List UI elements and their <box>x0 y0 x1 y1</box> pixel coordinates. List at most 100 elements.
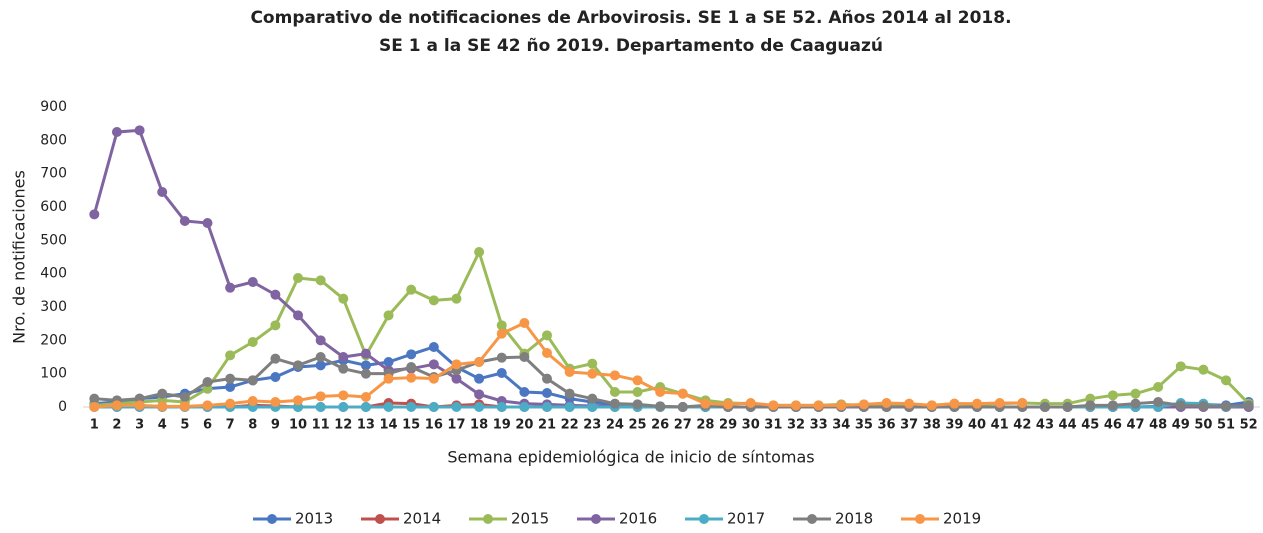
legend-label: 2016 <box>619 510 657 528</box>
y-tick-label: 300 <box>40 299 67 315</box>
chart-title: SE 1 a la SE 42 ño 2019. Departamento de… <box>379 36 883 56</box>
data-point <box>1175 361 1186 372</box>
data-point <box>587 368 598 379</box>
x-tick-label: 32 <box>787 418 805 433</box>
x-tick-label: 40 <box>968 418 986 433</box>
data-point <box>428 373 439 384</box>
data-point <box>609 398 620 409</box>
data-point <box>179 392 190 402</box>
data-point <box>768 400 779 411</box>
data-point <box>111 400 122 411</box>
x-tick-label: 23 <box>583 418 601 433</box>
data-point <box>496 320 507 331</box>
y-tick-label: 400 <box>40 266 67 282</box>
x-tick-label: 47 <box>1126 418 1144 433</box>
data-point <box>1107 400 1118 411</box>
data-point <box>360 348 371 359</box>
data-point <box>89 393 100 404</box>
data-point <box>474 247 485 257</box>
x-tick-label: 24 <box>606 418 624 433</box>
x-tick-label: 52 <box>1240 418 1258 433</box>
data-point <box>813 400 824 411</box>
x-tick-label: 3 <box>135 418 144 433</box>
data-point <box>451 373 462 384</box>
data-point <box>972 398 983 409</box>
data-point <box>542 348 553 358</box>
data-point <box>247 396 258 406</box>
data-point <box>904 398 915 409</box>
data-point <box>790 400 801 411</box>
data-point <box>428 359 439 370</box>
x-tick-label: 43 <box>1036 418 1054 433</box>
x-tick-label: 7 <box>226 418 235 433</box>
data-point <box>655 401 666 412</box>
data-point <box>1017 398 1028 408</box>
data-point <box>542 373 553 384</box>
x-tick-label: 29 <box>719 418 737 433</box>
x-tick-label: 28 <box>696 418 714 433</box>
data-point <box>225 398 236 409</box>
data-point <box>338 363 349 374</box>
y-tick-label: 600 <box>40 199 67 215</box>
data-point <box>202 377 213 387</box>
data-point <box>496 402 507 412</box>
data-point <box>1153 397 1164 407</box>
x-tick-label: 50 <box>1194 418 1212 433</box>
data-point <box>496 368 507 378</box>
legend-label: 2019 <box>943 510 981 528</box>
legend-label: 2018 <box>835 510 873 528</box>
y-axis-label: Nro. de notificaciones <box>10 170 29 344</box>
data-point <box>247 337 258 347</box>
data-point <box>406 372 417 383</box>
data-point <box>451 359 462 370</box>
data-point <box>836 400 847 411</box>
data-point <box>1130 398 1141 409</box>
data-point <box>677 402 688 412</box>
x-tick-label: 49 <box>1172 418 1190 433</box>
x-tick-label: 2 <box>112 418 121 433</box>
x-tick-label: 26 <box>651 418 669 433</box>
x-tick-label: 19 <box>493 418 511 433</box>
data-point <box>293 395 304 406</box>
y-tick-label: 500 <box>40 232 67 248</box>
x-tick-label: 20 <box>515 418 533 433</box>
data-point <box>315 352 326 362</box>
x-tick-label: 51 <box>1217 418 1235 433</box>
data-point <box>202 218 213 228</box>
data-point <box>1221 401 1232 412</box>
data-point <box>1130 388 1141 399</box>
data-point <box>677 388 688 399</box>
data-point <box>858 399 869 410</box>
legend-marker <box>699 514 709 524</box>
data-point <box>315 391 326 402</box>
data-point <box>360 360 371 371</box>
x-tick-label: 13 <box>357 418 375 433</box>
data-point <box>157 388 168 399</box>
data-point <box>270 289 281 300</box>
data-point <box>270 353 281 364</box>
data-point <box>338 293 349 304</box>
data-point <box>542 330 553 341</box>
data-point <box>1153 382 1164 392</box>
data-point <box>134 400 145 411</box>
data-point <box>519 402 530 412</box>
data-point <box>270 320 281 331</box>
data-point <box>315 402 326 412</box>
data-point <box>564 367 575 377</box>
data-point <box>1085 400 1096 411</box>
y-tick-label: 100 <box>40 366 67 382</box>
data-point <box>338 352 349 362</box>
x-tick-label: 8 <box>248 418 257 433</box>
data-point <box>474 373 485 384</box>
data-point <box>587 358 598 369</box>
data-point <box>474 389 485 400</box>
data-point <box>428 402 439 412</box>
data-point <box>542 388 553 398</box>
x-tick-label: 25 <box>629 418 647 433</box>
data-point <box>89 402 100 412</box>
x-tick-label: 45 <box>1081 418 1099 433</box>
data-point <box>474 402 485 412</box>
data-point <box>1198 364 1209 375</box>
data-point <box>587 402 598 412</box>
data-point <box>383 357 394 367</box>
